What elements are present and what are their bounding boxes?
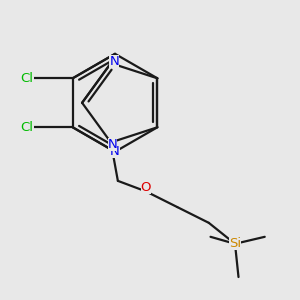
Text: N: N <box>110 145 120 158</box>
Text: Si: Si <box>229 237 241 250</box>
Text: Cl: Cl <box>21 121 34 134</box>
Text: Cl: Cl <box>21 72 34 85</box>
Text: N: N <box>108 138 118 151</box>
Text: O: O <box>141 182 151 194</box>
Text: N: N <box>110 55 119 68</box>
